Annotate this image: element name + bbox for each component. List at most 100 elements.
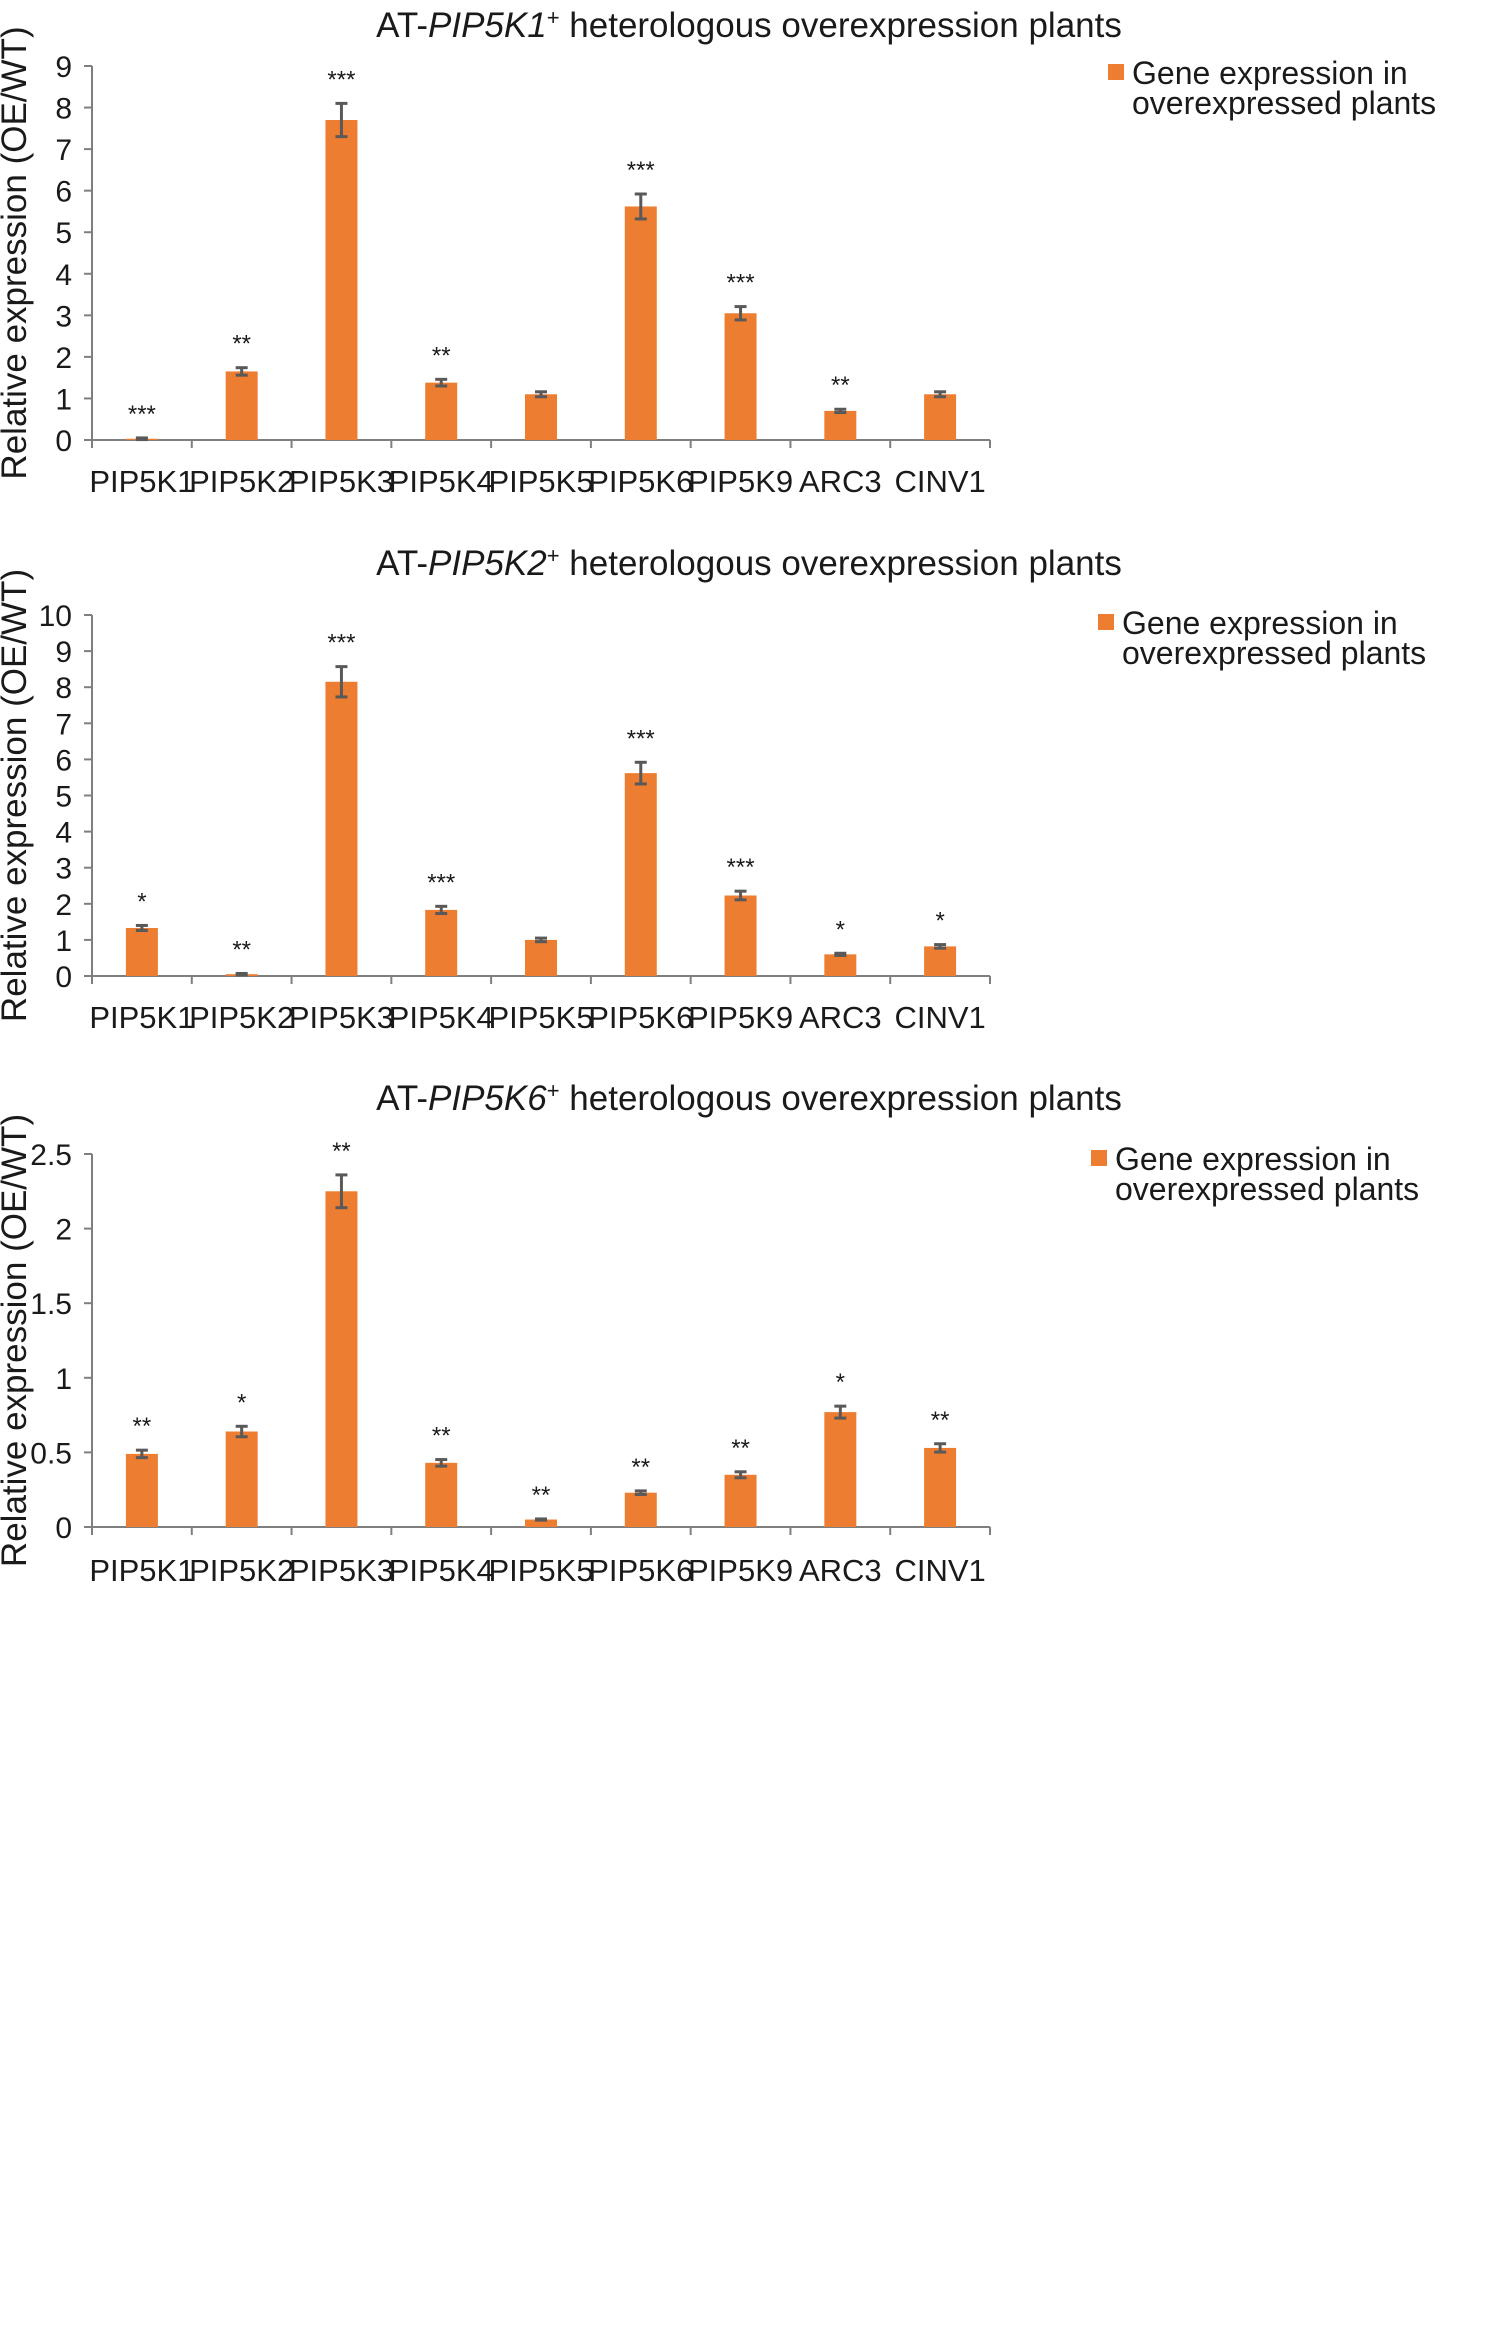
title-superscript: + (547, 5, 560, 30)
legend-label-line-1: Gene expression in (1122, 605, 1398, 641)
bar-pip5k1 (125, 927, 158, 976)
title-suffix: heterologous overexpression plants (560, 544, 1122, 583)
x-tick-label: PIP5K1 (89, 464, 194, 499)
x-tick-label: PIP5K2 (189, 1000, 294, 1035)
x-tick-label: PIP5K6 (588, 1000, 693, 1035)
y-tick-label: 8 (55, 672, 72, 705)
x-tick-label: PIP5K5 (488, 1000, 593, 1035)
y-tick-label: 7 (55, 708, 72, 741)
significance-label: ** (831, 372, 850, 399)
y-tick-label: 0.5 (30, 1437, 72, 1470)
chart-panel-2: AT-PIP5K2+ heterologous overexpression p… (0, 543, 1499, 1560)
legend-label-line-2: overexpressed plants (1132, 85, 1436, 121)
significance-label: *** (727, 854, 755, 881)
x-tick-label: PIP5K5 (488, 464, 593, 499)
significance-label: *** (727, 270, 755, 297)
title-superscript: + (547, 1078, 560, 1103)
x-tick-label: PIP5K4 (389, 1553, 494, 1588)
significance-label: * (237, 1389, 246, 1416)
significance-label: ** (232, 936, 251, 963)
bar-pip5k3 (325, 681, 358, 976)
x-tick-label: PIP5K1 (89, 1553, 194, 1588)
x-tick-label: PIP5K9 (688, 1553, 793, 1588)
bar-pip5k4 (425, 909, 458, 976)
bar-pip5k9 (724, 1474, 757, 1527)
bar-pip5k6 (624, 773, 657, 976)
y-tick-label: 5 (55, 217, 72, 250)
title-gene: PIP5K1 (428, 6, 547, 45)
significance-label: * (935, 908, 944, 935)
y-tick-label: 3 (55, 300, 72, 333)
legend-swatch (1108, 64, 1124, 80)
bar-pip5k4 (425, 382, 458, 440)
bar-arc3 (824, 1412, 857, 1527)
x-tick-label: PIP5K3 (289, 1553, 394, 1588)
significance-label: ** (731, 1435, 750, 1462)
x-tick-label: PIP5K1 (89, 1000, 194, 1035)
bar-pip5k4 (425, 1462, 458, 1527)
y-tick-label: 0 (55, 425, 72, 458)
y-tick-label: 1 (55, 383, 72, 416)
title-gene: PIP5K2 (428, 544, 547, 583)
title-suffix: heterologous overexpression plants (560, 6, 1122, 45)
title-prefix: AT- (376, 1079, 428, 1118)
significance-label: *** (627, 725, 655, 752)
title-superscript: + (547, 543, 560, 568)
chart-1: AT-PIP5K1+ heterologous overexpression p… (0, 5, 1436, 499)
bar-pip5k6 (624, 206, 657, 440)
y-tick-label: 2 (55, 342, 72, 375)
y-tick-label: 0 (55, 961, 72, 994)
bar-pip5k5 (525, 394, 557, 440)
title-prefix: AT- (376, 6, 428, 45)
significance-label: ** (432, 342, 451, 369)
bar-arc3 (824, 954, 857, 976)
y-tick-label: 0 (55, 1512, 72, 1545)
y-tick-label: 2.5 (30, 1139, 72, 1172)
significance-label: *** (427, 869, 455, 896)
x-tick-label: PIP5K3 (289, 464, 394, 499)
x-tick-label: PIP5K9 (688, 1000, 793, 1035)
bar-pip5k1 (125, 1453, 158, 1527)
x-tick-label: PIP5K6 (588, 464, 693, 499)
significance-label: ** (931, 1407, 950, 1434)
x-tick-label: ARC3 (799, 1000, 882, 1035)
legend-label-line-2: overexpressed plants (1115, 1171, 1419, 1207)
legend-swatch (1091, 1150, 1107, 1166)
chart-2: AT-PIP5K2+ heterologous overexpression p… (0, 543, 1426, 1035)
y-tick-label: 1.5 (30, 1288, 72, 1321)
significance-label: * (836, 916, 845, 943)
chart-panel-3: AT-PIP5K6+ heterologous overexpression p… (0, 1078, 1499, 2346)
significance-label: * (137, 888, 146, 915)
chart-title: AT-PIP5K1+ heterologous overexpression p… (376, 5, 1122, 45)
x-tick-label: CINV1 (894, 464, 985, 499)
bar-cinv1 (924, 946, 957, 976)
legend-label-line-1: Gene expression in (1115, 1141, 1391, 1177)
bar-pip5k2 (225, 1431, 258, 1527)
chart-title: AT-PIP5K6+ heterologous overexpression p… (376, 1078, 1122, 1118)
x-tick-label: CINV1 (894, 1000, 985, 1035)
x-tick-label: PIP5K2 (189, 1553, 294, 1588)
significance-label: *** (327, 630, 355, 657)
y-tick-label: 1 (55, 1363, 72, 1396)
significance-label: ** (332, 1138, 351, 1165)
chart-3: AT-PIP5K6+ heterologous overexpression p… (0, 1078, 1419, 1588)
significance-label: ** (432, 1423, 451, 1450)
bar-pip5k5 (525, 1519, 557, 1527)
chart-panel-1: AT-PIP5K1+ heterologous overexpression p… (0, 0, 1499, 760)
bar-cinv1 (924, 1447, 957, 1527)
significance-label: *** (627, 157, 655, 184)
bar-pip5k9 (724, 313, 757, 440)
legend-label-line-1: Gene expression in (1132, 55, 1408, 91)
y-tick-label: 2 (55, 889, 72, 922)
legend-swatch (1098, 614, 1114, 630)
y-tick-label: 4 (55, 259, 72, 292)
x-tick-label: PIP5K4 (389, 464, 494, 499)
title-prefix: AT- (376, 544, 428, 583)
y-tick-label: 5 (55, 781, 72, 814)
y-tick-label: 6 (55, 176, 72, 209)
bar-pip5k3 (325, 1191, 358, 1527)
y-tick-label: 8 (55, 93, 72, 126)
bar-pip5k9 (724, 895, 757, 976)
x-tick-label: PIP5K6 (588, 1553, 693, 1588)
x-tick-label: ARC3 (799, 1553, 882, 1588)
